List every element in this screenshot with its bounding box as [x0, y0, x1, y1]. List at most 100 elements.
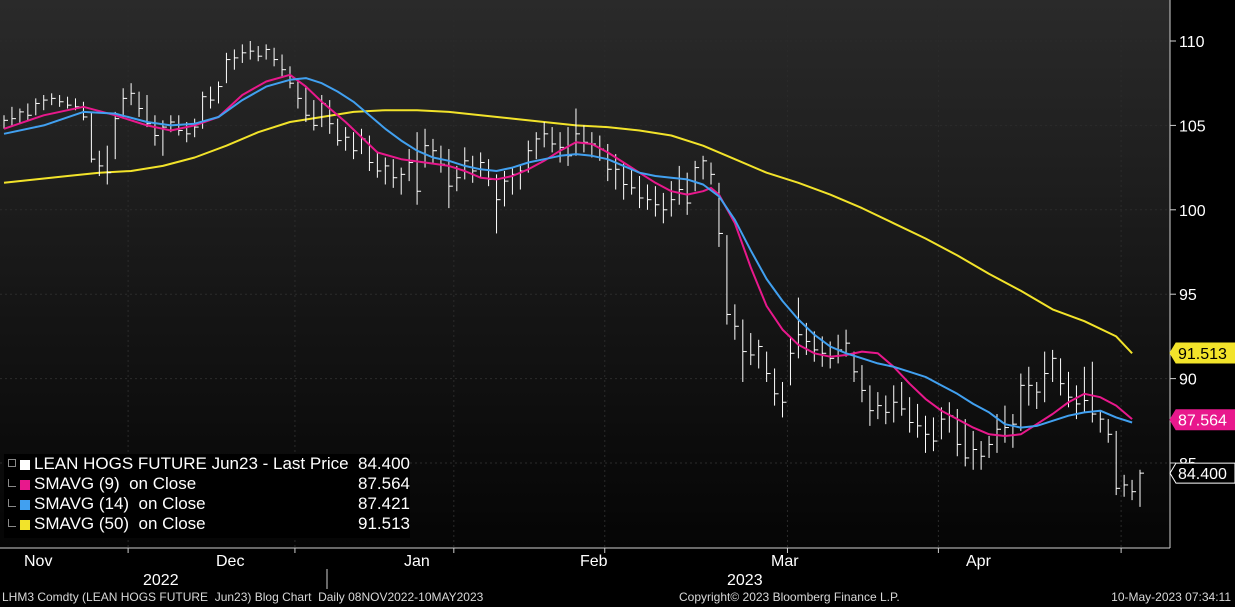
- price-bar: [543, 122, 549, 148]
- legend-value: 84.400: [358, 454, 410, 473]
- footer-timestamp: 10-May-2023 07:34:11: [1111, 590, 1231, 604]
- price-bar: [813, 331, 819, 362]
- price-bar: [980, 441, 986, 470]
- price-bar: [472, 155, 477, 183]
- x-month-label: Dec: [216, 553, 244, 570]
- price-bar: [615, 154, 620, 190]
- value-label: 84.400: [1169, 462, 1235, 484]
- legend-collapse-icon[interactable]: [8, 459, 16, 467]
- price-bar: [607, 143, 612, 182]
- price-bar: [194, 118, 199, 138]
- price-bar: [432, 138, 437, 165]
- price-bar: [313, 100, 318, 131]
- price-bar: [702, 155, 708, 180]
- price-bar: [130, 83, 136, 106]
- value-label-text: 87.564: [1178, 413, 1227, 430]
- price-bar: [35, 98, 40, 116]
- legend-swatch: [20, 500, 30, 510]
- price-bar: [368, 135, 374, 171]
- price-bar: [575, 108, 580, 156]
- price-bar: [710, 162, 716, 185]
- price-bar: [869, 385, 874, 426]
- price-bar: [559, 132, 565, 163]
- value-label: 87.564: [1169, 409, 1235, 431]
- price-bar: [392, 159, 398, 188]
- x-month-label: Nov: [24, 553, 52, 570]
- x-month-label: Mar: [771, 553, 799, 570]
- legend-swatch: [20, 520, 30, 530]
- legend-branch-icon: [8, 519, 16, 527]
- price-bar: [384, 157, 390, 185]
- price-bar: [1036, 381, 1041, 409]
- price-bar: [734, 304, 739, 340]
- price-bar: [551, 127, 557, 153]
- price-bar: [67, 96, 72, 109]
- price-bar: [758, 339, 763, 369]
- price-bar: [241, 44, 247, 63]
- price-bar: [329, 100, 334, 134]
- price-bar: [408, 149, 414, 182]
- legend-value: 91.513: [358, 514, 410, 533]
- price-bar: [249, 41, 255, 60]
- price-bar: [19, 108, 24, 124]
- price-bar: [988, 435, 994, 458]
- value-label-text: 84.400: [1178, 466, 1227, 483]
- price-bar: [496, 174, 501, 234]
- price-bar: [480, 152, 485, 178]
- legend-value: 87.564: [358, 474, 410, 493]
- price-bar: [932, 417, 938, 452]
- price-bar: [750, 333, 755, 366]
- x-axis: Nov Dec Jan Feb Mar Apr 2022 2023: [0, 547, 1170, 589]
- y-tick-label: 100: [1179, 203, 1206, 220]
- price-bar: [789, 338, 795, 386]
- legend: LEAN HOGS FUTURE Jun23 - Last Price 84.40…: [4, 454, 410, 538]
- price-bar: [233, 49, 239, 70]
- sma-line: [3, 77, 1133, 429]
- price-bar: [51, 93, 56, 106]
- footer-copyright: Copyright© 2023 Bloomberg Finance L.P.: [679, 590, 900, 604]
- price-bar: [956, 408, 962, 457]
- x-month-label: Jan: [404, 553, 430, 570]
- y-tick-label: 95: [1179, 287, 1197, 304]
- price-bar: [186, 122, 191, 143]
- price-bar: [122, 88, 128, 119]
- price-bar: [456, 165, 461, 192]
- y-tick-label: 110: [1179, 34, 1205, 51]
- price-bar: [527, 140, 533, 173]
- legend-label: SMAVG (14) on Close: [34, 494, 206, 513]
- price-bar: [265, 44, 271, 60]
- price-bar: [631, 167, 636, 195]
- price-bar: [901, 381, 906, 416]
- price-bar: [98, 150, 104, 177]
- sma-front-layer: [3, 73, 1133, 437]
- legend-row: SMAVG (9) on Close 87.564: [4, 474, 410, 494]
- price-bar: [877, 392, 882, 420]
- price-bar: [281, 54, 287, 77]
- price-bar: [797, 297, 803, 359]
- price-bar: [1020, 373, 1025, 431]
- price-bar: [297, 78, 302, 109]
- legend-label: SMAVG (50) on Close: [34, 514, 206, 533]
- price-bar: [1115, 430, 1121, 496]
- value-label: 91.513: [1169, 342, 1235, 364]
- price-bar: [1083, 366, 1089, 413]
- price-bar: [940, 407, 946, 440]
- price-bar: [400, 167, 406, 195]
- price-bar: [225, 52, 231, 84]
- legend-branch-icon: [8, 499, 16, 507]
- price-bar: [464, 147, 469, 180]
- price-bar: [345, 127, 350, 151]
- price-bar: [27, 103, 32, 121]
- y-tick-label: 90: [1179, 372, 1197, 389]
- price-bar: [766, 351, 771, 382]
- price-bar: [726, 235, 731, 325]
- value-label-box: [1169, 342, 1235, 364]
- value-label-box: [1169, 409, 1235, 431]
- price-bar: [337, 118, 342, 146]
- price-bar: [925, 415, 930, 453]
- price-bar: [654, 186, 660, 217]
- price-bar: [210, 86, 215, 109]
- price-bar: [782, 381, 787, 418]
- price-bar: [162, 120, 167, 156]
- price-bar: [639, 176, 644, 209]
